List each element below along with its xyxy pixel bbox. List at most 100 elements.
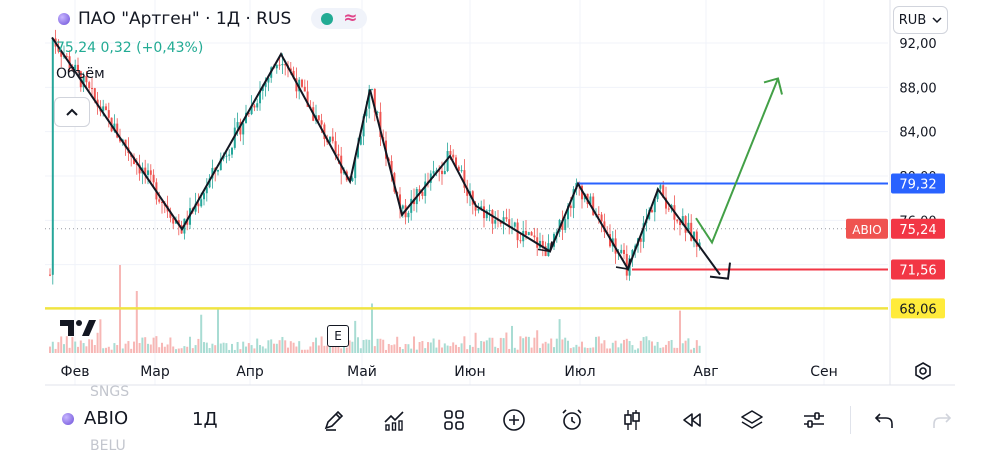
candles-icon[interactable] (618, 406, 646, 434)
volume-bar (211, 343, 214, 353)
time-tick-label: Сен (810, 364, 838, 380)
volume-bar (404, 343, 407, 353)
volume-bar (231, 343, 233, 353)
replay-icon[interactable] (678, 406, 706, 434)
chart-settings-icon[interactable] (912, 360, 934, 382)
volume-bar (63, 344, 65, 353)
volume-bar (127, 341, 130, 353)
volume-bar (340, 348, 343, 353)
symbol-title[interactable]: ПАО "Артген" · 1Д · RUS (78, 8, 292, 29)
volume-bar (558, 319, 561, 353)
toolbar-interval[interactable]: 1Д (192, 409, 218, 430)
volume-bar (166, 344, 169, 353)
candle-body (334, 141, 337, 154)
volume-bar (228, 349, 231, 353)
volume-bar (242, 341, 245, 353)
indicators-icon[interactable] (380, 406, 408, 434)
volume-bar (418, 342, 421, 353)
pencil-icon[interactable] (320, 406, 348, 434)
volume-bar (642, 337, 645, 353)
candle-body (259, 90, 261, 104)
volume-bar (555, 338, 558, 353)
candle-body (354, 157, 357, 179)
volume-bar (110, 349, 113, 353)
candle-body (494, 219, 497, 224)
layers-icon[interactable] (738, 406, 766, 434)
volume-bar (236, 342, 239, 353)
candle-body (225, 155, 228, 157)
volume-bar (365, 339, 368, 353)
redo-icon[interactable] (928, 406, 956, 434)
candle-body (432, 171, 435, 174)
volume-bar (519, 336, 522, 353)
status-pill[interactable]: ≈ (311, 8, 368, 29)
volume-bar (424, 348, 427, 353)
volume-bar (77, 346, 79, 353)
candle-body (561, 219, 564, 230)
candle-body (401, 205, 404, 209)
candle-body (483, 206, 485, 219)
candle-body (522, 230, 525, 242)
volume-label[interactable]: Объём (56, 66, 105, 82)
candle-body (592, 196, 595, 216)
volume-bar (429, 342, 432, 353)
volume-bar (525, 336, 527, 353)
volume-bar (547, 343, 550, 353)
volume-bar (152, 337, 155, 353)
zigzag-drawing[interactable] (51, 36, 731, 280)
plus-circle-icon[interactable] (500, 406, 528, 434)
time-tick-label: Июл (564, 364, 595, 380)
volume-bar (435, 347, 438, 353)
volume-bar (320, 336, 323, 353)
candle-body (533, 235, 536, 238)
candle-body (452, 154, 455, 158)
candle-body (161, 201, 163, 203)
settings-sliders-icon[interactable] (800, 406, 828, 434)
candle-body (74, 64, 77, 71)
alarm-icon[interactable] (558, 406, 586, 434)
toolbar-symbol[interactable]: ABIO (62, 408, 128, 429)
candle-body (653, 199, 656, 213)
horizontal-lines[interactable] (45, 182, 888, 310)
volume-bar (483, 341, 485, 353)
candle-body (211, 167, 214, 179)
candle-body (138, 164, 141, 174)
symbol-tag-text: ABIO (852, 223, 881, 237)
volume-bar (553, 347, 555, 353)
price-label-box (891, 259, 945, 280)
candle-body (105, 106, 107, 111)
collapse-button[interactable] (54, 97, 90, 127)
time-axis[interactable]: Фев Мар Апр Май Июн Июл Авг Сен (61, 364, 838, 380)
grid-icon[interactable] (440, 406, 468, 434)
volume-bar (334, 345, 337, 353)
volume-bar (485, 340, 488, 353)
candle-body (317, 115, 320, 121)
volume-bar (357, 337, 359, 353)
volume-bar (600, 343, 603, 353)
candle-body (642, 223, 645, 242)
candle-body (113, 123, 116, 132)
volume-bar (609, 348, 611, 353)
volume-bar (589, 347, 592, 353)
candle-body (505, 217, 508, 220)
price-label-text: 79,32 (899, 178, 936, 193)
volume-bar (273, 343, 275, 353)
projection-arrow[interactable] (695, 77, 783, 245)
volume-bar (99, 319, 102, 353)
currency-select[interactable]: RUB (893, 6, 948, 34)
candle-body (242, 123, 245, 135)
volume-bar (147, 343, 149, 353)
volume-bar (287, 347, 289, 353)
candle-body (219, 158, 222, 171)
price-label-box (891, 173, 945, 194)
volume-bar (200, 314, 203, 353)
volume-bar (161, 342, 163, 353)
volume-bar (659, 347, 662, 353)
volume-bar (480, 340, 483, 353)
volume-bar (396, 336, 399, 353)
earnings-event-badge[interactable]: E (327, 325, 349, 347)
undo-icon[interactable] (870, 406, 898, 434)
candle-body (253, 105, 256, 108)
volume-bar (141, 337, 144, 353)
